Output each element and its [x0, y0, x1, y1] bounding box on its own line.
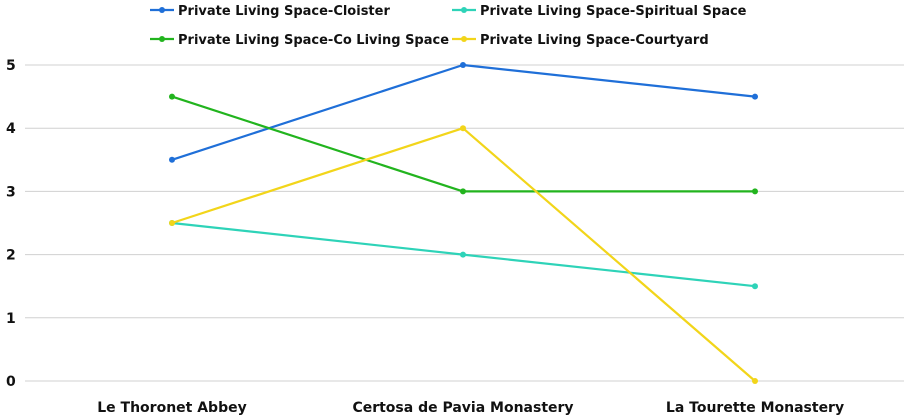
grid-lines: [25, 64, 904, 382]
data-point: [460, 251, 466, 258]
y-tick-label: 3: [6, 184, 16, 200]
legend: Private Living Space-Cloister Private Liv…: [150, 4, 747, 48]
y-tick-label: 1: [6, 311, 16, 327]
data-point: [752, 283, 758, 290]
series-private-living-space-co-living-space: [169, 93, 758, 195]
data-point: [169, 220, 175, 226]
series-line: [171, 63, 756, 161]
x-tick-label: Certosa de Pavia Monastery: [352, 400, 573, 416]
x-axis-tick-labels: Le Thoronet Abbey Certosa de Pavia Monast…: [97, 400, 844, 416]
legend-label: Private Living Space-Cloister: [178, 4, 390, 19]
legend-marker: [159, 7, 165, 13]
legend-marker: [461, 36, 467, 42]
data-point: [460, 188, 466, 195]
y-tick-label: 4: [6, 121, 16, 137]
y-tick-label: 5: [6, 58, 16, 74]
legend-label: Private Living Space-Spiritual Space: [480, 4, 747, 19]
legend-marker: [159, 36, 165, 42]
legend-item-private-living-space-courtyard: Private Living Space-Courtyard: [452, 33, 709, 48]
data-point: [460, 125, 466, 132]
data-point: [169, 93, 175, 100]
series-lines: [169, 62, 758, 384]
legend-item-private-living-space-cloister: Private Living Space-Cloister: [150, 4, 390, 19]
y-tick-label: 2: [6, 248, 16, 264]
x-tick-label: Le Thoronet Abbey: [97, 400, 246, 416]
data-point: [752, 378, 758, 384]
legend-label: Private Living Space-Courtyard: [480, 33, 709, 48]
legend-item-private-living-space-spiritual-space: Private Living Space-Spiritual Space: [452, 4, 747, 19]
legend-item-private-living-space-co-living-space: Private Living Space-Co Living Space: [150, 33, 449, 48]
data-point: [752, 93, 758, 100]
data-point: [752, 188, 758, 195]
series-private-living-space-courtyard: [169, 125, 758, 384]
legend-marker: [461, 7, 467, 13]
series-private-living-space-cloister: [169, 62, 758, 163]
data-point: [169, 156, 175, 163]
data-point: [460, 62, 466, 68]
x-tick-label: La Tourette Monastery: [666, 400, 844, 416]
y-tick-label: 0: [6, 374, 16, 390]
y-axis-tick-labels: 0 1 2 3 4 5: [6, 58, 16, 390]
legend-label: Private Living Space-Co Living Space: [178, 33, 449, 48]
series-line: [171, 95, 755, 193]
